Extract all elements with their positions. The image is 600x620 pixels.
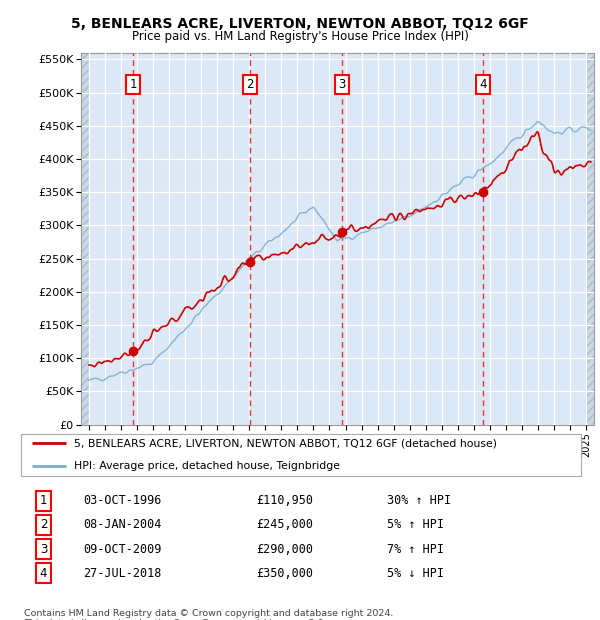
FancyBboxPatch shape: [21, 434, 581, 476]
Text: HPI: Average price, detached house, Teignbridge: HPI: Average price, detached house, Teig…: [74, 461, 340, 471]
Text: 5, BENLEARS ACRE, LIVERTON, NEWTON ABBOT, TQ12 6GF: 5, BENLEARS ACRE, LIVERTON, NEWTON ABBOT…: [71, 17, 529, 32]
Text: 1: 1: [40, 494, 47, 507]
Text: 5% ↑ HPI: 5% ↑ HPI: [386, 518, 443, 531]
Text: 1: 1: [130, 78, 137, 91]
Text: 4: 4: [479, 78, 487, 91]
Text: £350,000: £350,000: [256, 567, 313, 580]
Text: 5, BENLEARS ACRE, LIVERTON, NEWTON ABBOT, TQ12 6GF (detached house): 5, BENLEARS ACRE, LIVERTON, NEWTON ABBOT…: [74, 438, 497, 448]
Text: £290,000: £290,000: [256, 542, 313, 556]
Bar: [81, 53, 89, 425]
Bar: [586, 53, 594, 425]
Text: 7% ↑ HPI: 7% ↑ HPI: [386, 542, 443, 556]
Text: 3: 3: [338, 78, 346, 91]
Text: 27-JUL-2018: 27-JUL-2018: [83, 567, 161, 580]
Text: 08-JAN-2004: 08-JAN-2004: [83, 518, 161, 531]
Text: Contains HM Land Registry data © Crown copyright and database right 2024.
This d: Contains HM Land Registry data © Crown c…: [24, 609, 394, 620]
Text: 03-OCT-1996: 03-OCT-1996: [83, 494, 161, 507]
Text: 2: 2: [246, 78, 254, 91]
Text: Price paid vs. HM Land Registry's House Price Index (HPI): Price paid vs. HM Land Registry's House …: [131, 30, 469, 43]
Text: 30% ↑ HPI: 30% ↑ HPI: [386, 494, 451, 507]
Text: 2: 2: [40, 518, 47, 531]
Text: 5% ↓ HPI: 5% ↓ HPI: [386, 567, 443, 580]
Text: 4: 4: [40, 567, 47, 580]
Text: £110,950: £110,950: [256, 494, 313, 507]
Text: £245,000: £245,000: [256, 518, 313, 531]
Text: 3: 3: [40, 542, 47, 556]
Text: 09-OCT-2009: 09-OCT-2009: [83, 542, 161, 556]
